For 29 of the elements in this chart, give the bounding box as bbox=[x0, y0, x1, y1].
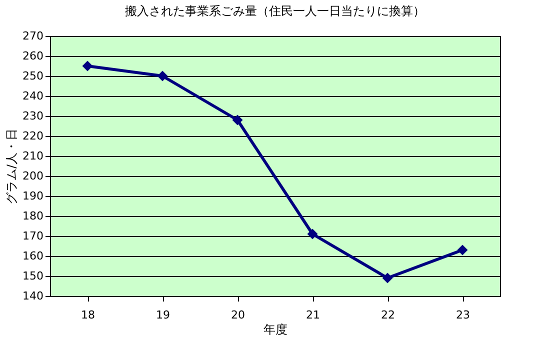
x-tick-label: 19 bbox=[156, 308, 170, 322]
y-tick-label: 190 bbox=[22, 190, 44, 202]
x-tick-label: 20 bbox=[231, 308, 245, 322]
y-tick-label: 250 bbox=[22, 70, 44, 82]
point bbox=[82, 60, 93, 72]
point bbox=[232, 114, 243, 126]
y-tick-label: 180 bbox=[22, 210, 44, 222]
x-axis-title: 年度 bbox=[264, 322, 288, 336]
y-tick-label: 220 bbox=[22, 130, 44, 142]
y-tick-label: 150 bbox=[22, 270, 44, 282]
y-tick-label: 210 bbox=[22, 150, 44, 162]
point bbox=[382, 272, 393, 284]
chart-title: 搬入された事業系ごみ量（住民一人一日当たりに換算） bbox=[125, 4, 425, 18]
x-tick-label: 18 bbox=[81, 308, 95, 322]
point bbox=[307, 228, 318, 240]
y-tick-label: 170 bbox=[22, 230, 44, 242]
x-tick-label: 21 bbox=[306, 308, 320, 322]
y-tick-label: 200 bbox=[22, 170, 44, 182]
x-tick-label: 23 bbox=[456, 308, 470, 322]
point bbox=[157, 70, 168, 82]
y-tick-label: 260 bbox=[22, 50, 44, 62]
x-tick-label: 22 bbox=[381, 308, 395, 322]
y-axis-title: グラム/人・日 bbox=[4, 128, 19, 205]
y-tick-label: 270 bbox=[22, 30, 44, 42]
point bbox=[457, 244, 468, 256]
y-tick-label: 240 bbox=[22, 90, 44, 102]
y-tick-label: 230 bbox=[22, 110, 44, 122]
y-tick-label: 140 bbox=[22, 290, 44, 302]
y-tick-label: 160 bbox=[22, 250, 44, 262]
